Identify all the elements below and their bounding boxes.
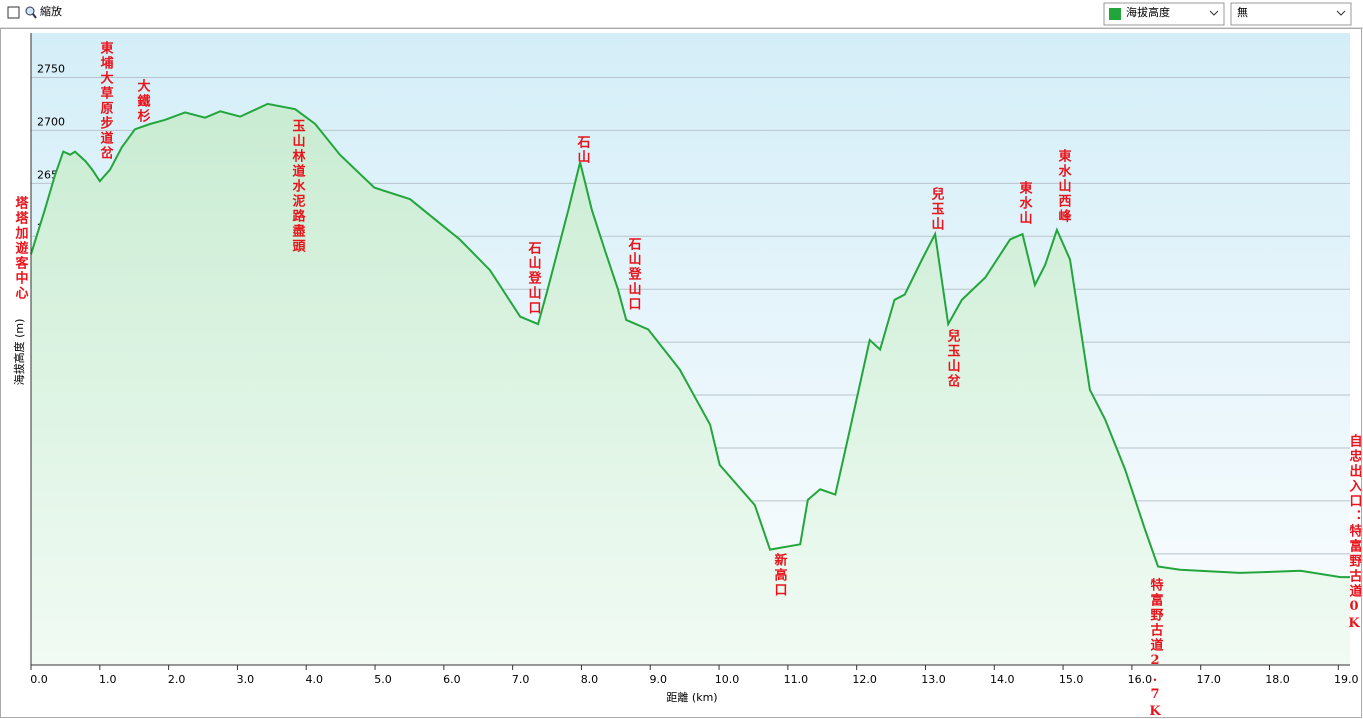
annotation: 玉山林道水泥路盡頭 [290, 119, 306, 254]
annotation: 自忠出入口：特富野古道0K [1347, 433, 1363, 633]
x-tick-label: 12.0 [852, 673, 877, 686]
x-tick-label: 8.0 [581, 673, 599, 686]
x-tick-label: 18.0 [1265, 673, 1290, 686]
zoom-label: 縮放 [40, 4, 62, 18]
x-tick-label: 0.0 [30, 673, 48, 686]
y-tick-label: 2700 [37, 115, 65, 128]
dropdown-arrow [1209, 10, 1219, 16]
x-tick-label: 1.0 [99, 673, 117, 686]
annotation: 石山 [575, 135, 592, 165]
zoom-icon-handle [32, 13, 37, 19]
dropdown-arrow [1336, 10, 1346, 16]
x-tick-label: 15.0 [1059, 673, 1084, 686]
annotation: 兒玉山 [929, 186, 945, 232]
x-tick-label: 5.0 [374, 673, 392, 686]
zoom-icon [25, 6, 35, 16]
x-tick-label: 7.0 [512, 673, 530, 686]
x-tick-label: 9.0 [649, 673, 667, 686]
x-tick-label: 2.0 [168, 673, 186, 686]
x-tick-label: 11.0 [784, 673, 809, 686]
x-tick-label: 10.0 [715, 673, 740, 686]
series-select[interactable] [1103, 2, 1225, 26]
x-tick-label: 17.0 [1196, 673, 1221, 686]
annotation: 兒玉山岔 [945, 328, 961, 389]
x-tick-label: 19.0 [1334, 673, 1359, 686]
annotation: 石山登山口 [526, 241, 543, 316]
annotation: 東水山西峰 [1056, 148, 1072, 224]
area [31, 103, 1350, 665]
x-tick-label: 13.0 [921, 673, 946, 686]
plot: 2250230023502400245025002550260026502700… [13, 33, 1363, 719]
x-axis-label: 距離 (km) [666, 690, 717, 704]
zoom-checkbox[interactable] [7, 6, 20, 19]
x-tick-label: 6.0 [443, 673, 461, 686]
frame [0, 28, 1362, 718]
annotation: 新高口 [772, 552, 788, 598]
y-tick-label: 2750 [37, 62, 65, 75]
annotation: 東水山 [1017, 180, 1033, 226]
x-tick-label: 16.0 [1128, 673, 1153, 686]
annotation: 特富野古道2.7K [1148, 577, 1164, 719]
series-select-label: 海拔高度 [1126, 5, 1170, 19]
annotation: 大鐵杉 [135, 78, 151, 124]
annotation: 塔塔加遊客中心 [13, 195, 30, 301]
x-tick-label: 4.0 [305, 673, 323, 686]
second-select-label: 無 [1237, 5, 1248, 19]
annotation: 東埔大草原步道岔 [98, 40, 114, 161]
y-axis-label: 海拔高度 (m) [12, 319, 26, 386]
series-color [1109, 8, 1121, 20]
line [30, 102, 1350, 579]
annotation: 石山登山口 [626, 237, 643, 312]
second-select[interactable] [1230, 2, 1352, 26]
x-tick-label: 3.0 [237, 673, 255, 686]
x-tick-label: 14.0 [990, 673, 1015, 686]
